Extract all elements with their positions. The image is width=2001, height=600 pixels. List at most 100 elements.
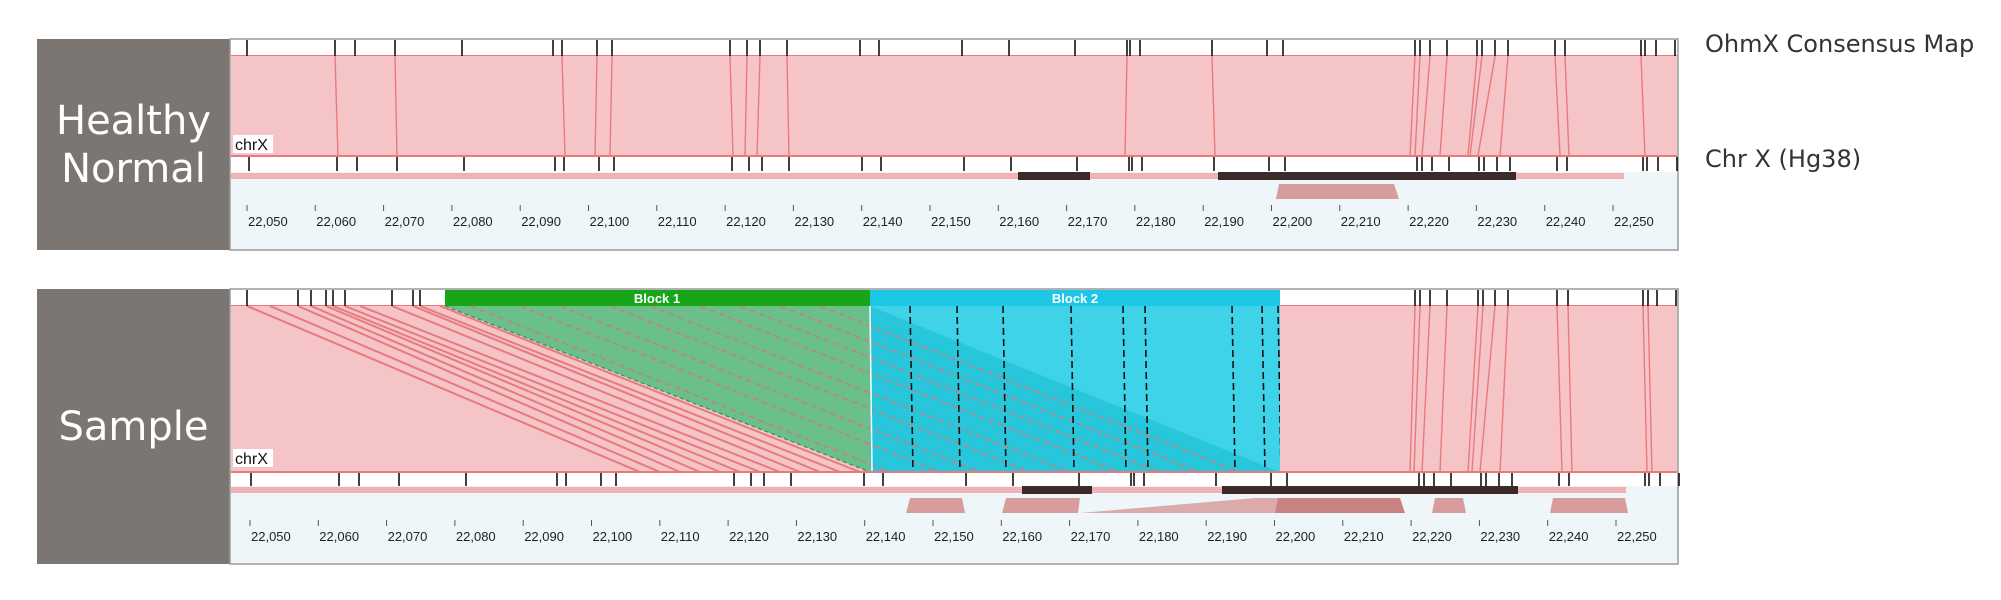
sample-alignment-line	[1647, 305, 1653, 473]
block2-header	[870, 290, 1280, 306]
sample-alignment-line	[1642, 305, 1648, 473]
sample-segment-2	[1002, 498, 1080, 513]
panel-label-sample-text: Sample	[58, 403, 209, 450]
healthy-alignment-line	[1439, 55, 1448, 157]
sample-alignment-line	[1567, 305, 1573, 473]
sample-axis-tick-label: 22,070	[388, 529, 428, 544]
block1-dashed-line	[819, 305, 1241, 473]
block2-dashed-line	[956, 305, 961, 473]
sample-inversion-line	[359, 305, 781, 473]
sample-reference-track	[231, 472, 1677, 486]
healthy-axis-tick-label: 22,110	[658, 214, 697, 229]
sample-axis-tick-label: 22,240	[1549, 529, 1589, 544]
healthy-chrom-label-bg	[233, 135, 273, 153]
sample-axis: 22,050 22,060 22,070 22,080 22,090 22,100 22,1…	[249, 520, 1657, 544]
sample-axis-tick-label: 22,130	[797, 529, 837, 544]
healthy-alignment-line	[594, 55, 598, 157]
block2-label: Block 2	[1052, 291, 1098, 306]
sample-alignment-line	[1471, 305, 1484, 473]
sample-axis-tick-label: 22,220	[1412, 529, 1452, 544]
healthy-reference-band	[231, 173, 1624, 179]
panel-label-healthy-line2: Normal	[61, 145, 206, 192]
sample-alignment-line	[1439, 305, 1448, 473]
block1-dashed-line	[779, 305, 1201, 473]
sample-axis-tick-label: 22,250	[1617, 529, 1657, 544]
sample-inversion-line	[439, 305, 861, 473]
healthy-axis-tick-label: 22,120	[726, 214, 766, 229]
healthy-axis-tick-label: 22,210	[1341, 214, 1381, 229]
sample-segment-1	[906, 498, 965, 513]
healthy-alignment-line	[334, 55, 339, 157]
healthy-axis-tick-label: 22,150	[931, 214, 971, 229]
sample-inversion-line	[332, 305, 741, 473]
block2-dashed-line	[1144, 305, 1149, 473]
healthy-axis-tick-label: 22,250	[1614, 214, 1654, 229]
healthy-axis-tick-label: 22,230	[1477, 214, 1517, 229]
sample-inversion-line	[269, 305, 661, 473]
sample-axis-tick-label: 22,230	[1480, 529, 1520, 544]
sample-axis-tick-label: 22,190	[1207, 529, 1247, 544]
healthy-axis-tick-label: 22,200	[1273, 214, 1313, 229]
healthy-alignment-line	[729, 55, 734, 157]
block1-header	[445, 290, 870, 306]
healthy-axis-tick-label: 22,130	[794, 214, 834, 229]
healthy-alignment-area	[231, 56, 1677, 156]
block1-label: Block 1	[634, 291, 680, 306]
healthy-alignment-line	[609, 55, 613, 157]
sample-axis-tick-label: 22,100	[593, 529, 633, 544]
sample-axis-tick-label: 22,180	[1139, 529, 1179, 544]
sample-inversion-line	[310, 305, 701, 473]
healthy-axis-tick-label: 22,220	[1409, 214, 1449, 229]
healthy-alignment-line	[1499, 55, 1509, 157]
block1-dashed-line	[469, 305, 891, 473]
healthy-alignment-line	[1414, 55, 1421, 157]
healthy-alignment-line	[561, 55, 566, 157]
healthy-alignment-line	[1421, 55, 1431, 157]
sample-reference-band	[231, 487, 1626, 493]
block2-dashed-line	[1261, 305, 1266, 473]
block1-dashed-line	[699, 305, 1121, 473]
healthy-axis-tick-label: 22,170	[1068, 214, 1108, 229]
healthy-alignment-lines	[334, 55, 1646, 157]
block1-dashed-line	[519, 305, 941, 473]
sample-inversion-line	[246, 305, 641, 473]
block1-dashed-line	[559, 305, 981, 473]
healthy-alignment-line	[1564, 55, 1570, 157]
healthy-axis-tick-label: 22,140	[863, 214, 903, 229]
healthy-axis-tick-label: 22,090	[521, 214, 561, 229]
healthy-axis: 22,050 22,060 22,070 22,080 22,090 22,100 22,1…	[246, 205, 1654, 229]
healthy-axis-tick-label: 22,060	[316, 214, 356, 229]
healthy-alignment-line	[744, 55, 748, 157]
healthy-segment-1	[1276, 184, 1399, 199]
panel-label-sample: Sample	[37, 289, 230, 564]
healthy-alignment-line	[1211, 55, 1216, 157]
sample-axis-tick-label: 22,150	[934, 529, 974, 544]
healthy-consensus-track	[231, 40, 1677, 56]
healthy-reference-track	[231, 156, 1677, 172]
block2-dashed-line	[1002, 305, 1007, 473]
block1-dashed-line	[739, 305, 1161, 473]
healthy-alignment-line	[1554, 55, 1561, 157]
sample-alignment-line	[1413, 305, 1421, 473]
healthy-ref-bar-2	[1218, 172, 1516, 180]
legend-reference: Chr X (Hg38)	[1705, 145, 1862, 173]
sample-reference-labels	[250, 473, 1680, 486]
healthy-consensus-labels	[246, 40, 1676, 56]
healthy-axis-tick-label: 22,100	[590, 214, 630, 229]
sample-axis-tick-label: 22,210	[1344, 529, 1384, 544]
block1-boundary-line	[444, 305, 871, 473]
panel-label-healthy: Healthy Normal	[37, 39, 230, 250]
sample-consensus-labels	[246, 290, 1677, 306]
sample-segment-5	[1432, 498, 1466, 513]
healthy-axis-tick-label: 22,180	[1136, 214, 1176, 229]
sample-inversion-line	[391, 305, 801, 473]
healthy-alignment-line	[1124, 55, 1128, 157]
block1-dashed-line	[649, 305, 1071, 473]
sample-inversion-line	[412, 305, 821, 473]
block2-dashed-line	[909, 305, 914, 473]
sample-inversion-line	[297, 305, 681, 473]
sample-axis-tick-label: 22,120	[729, 529, 769, 544]
block2-dashed-line	[1070, 305, 1075, 473]
healthy-alignment-line	[1469, 55, 1483, 157]
